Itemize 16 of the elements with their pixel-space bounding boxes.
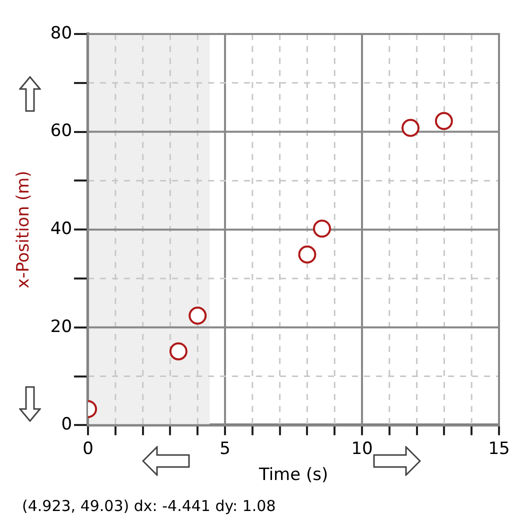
- y-tick-label: 80: [50, 23, 72, 44]
- y-tick-label: 60: [50, 121, 72, 142]
- y-tick-label: 0: [61, 414, 72, 435]
- x-tick-label: 10: [351, 438, 373, 459]
- y-axis-title: x-Position (m): [14, 170, 34, 288]
- point: [313, 220, 332, 238]
- x-tick-label: 0: [82, 438, 94, 459]
- point: [169, 342, 188, 360]
- x-axis-title: Time (s): [258, 465, 328, 486]
- text: (4.923, 49.03) dx: -4.441 dy: 1.08: [22, 497, 276, 515]
- y-tick-label: 40: [50, 219, 72, 240]
- point: [188, 306, 207, 325]
- y-tick-label: 20: [50, 316, 72, 337]
- x-tick-label: 15: [488, 438, 510, 459]
- x-tick-label: 5: [220, 438, 230, 459]
- point: [402, 118, 420, 137]
